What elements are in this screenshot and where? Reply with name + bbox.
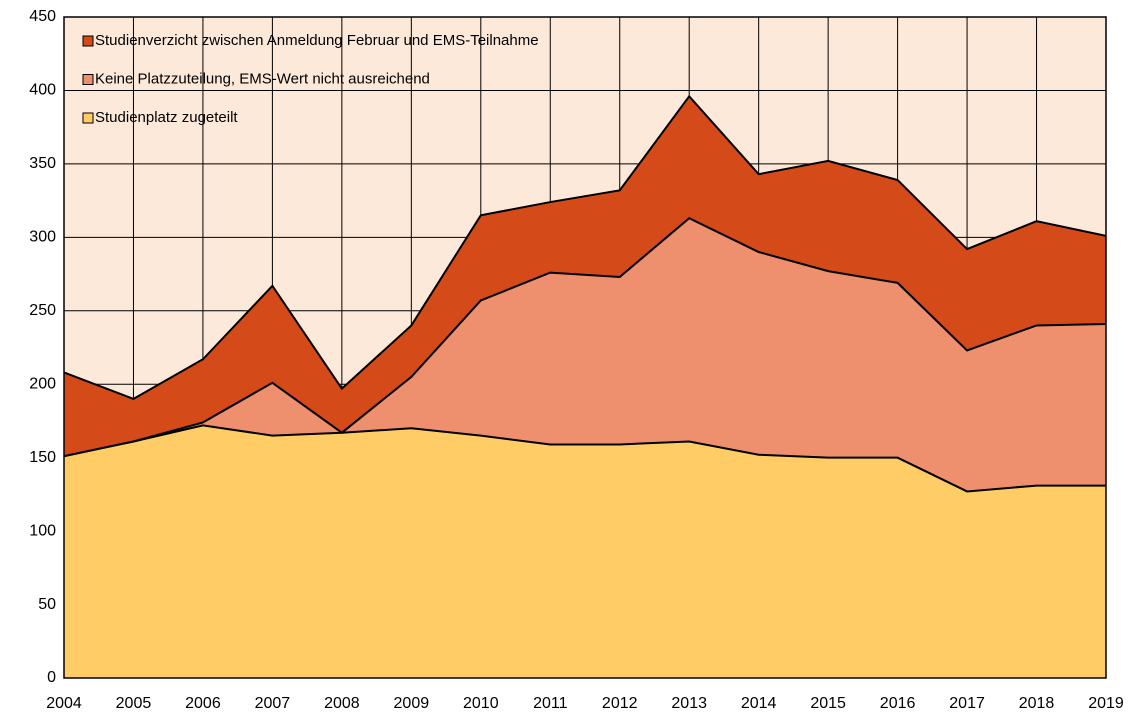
legend-swatch xyxy=(82,74,94,85)
x-tick-label: 2014 xyxy=(741,695,777,712)
x-tick-label: 2015 xyxy=(810,695,846,712)
x-tick-label: 2004 xyxy=(46,695,82,712)
x-tick-label: 2011 xyxy=(533,695,568,712)
y-tick-label: 250 xyxy=(29,302,56,319)
legend-label: Keine Platzzuteilung, EMS-Wert nicht aus… xyxy=(95,70,430,87)
plot-border xyxy=(63,16,1107,679)
y-tick-label: 100 xyxy=(29,522,56,539)
x-tick-label: 2019 xyxy=(1088,695,1124,712)
y-tick-label: 0 xyxy=(47,669,56,686)
x-tick-label: 2018 xyxy=(1019,695,1055,712)
x-tick-label: 2008 xyxy=(324,695,360,712)
x-tick-label: 2012 xyxy=(602,695,638,712)
y-tick-label: 200 xyxy=(29,375,56,392)
y-tick-label: 400 xyxy=(29,82,56,99)
x-tick-label: 2016 xyxy=(880,695,916,712)
y-tick-label: 350 xyxy=(29,155,56,172)
x-tick-label: 2006 xyxy=(185,695,221,712)
legend-label: Studienverzicht zwischen Anmeldung Febru… xyxy=(95,32,539,49)
x-tick-label: 2013 xyxy=(671,695,707,712)
legend-swatch xyxy=(82,35,94,47)
x-tick-label: 2009 xyxy=(394,695,430,712)
x-tick-label: 2010 xyxy=(463,695,499,712)
legend-swatch xyxy=(82,112,94,124)
area-edge xyxy=(63,424,1106,493)
y-tick-label: 150 xyxy=(29,449,56,466)
x-tick-label: 2005 xyxy=(116,695,152,712)
area xyxy=(64,218,1106,492)
area-edge xyxy=(63,217,1107,458)
area xyxy=(64,96,1106,457)
legend-label: Studienplatz zugeteilt xyxy=(95,109,238,126)
area xyxy=(64,425,1106,678)
area-edge xyxy=(63,94,1107,401)
y-tick-label: 450 xyxy=(29,8,56,25)
x-tick-label: 2017 xyxy=(949,695,985,712)
x-tick-label: 2007 xyxy=(255,695,291,712)
y-tick-label: 50 xyxy=(38,596,56,613)
y-tick-label: 300 xyxy=(29,229,56,246)
